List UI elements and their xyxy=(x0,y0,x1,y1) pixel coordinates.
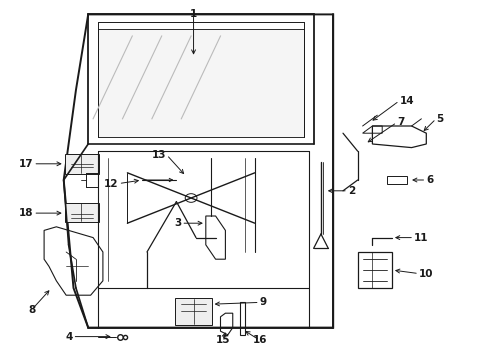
FancyBboxPatch shape xyxy=(65,203,99,222)
Text: 16: 16 xyxy=(252,335,267,345)
Text: 17: 17 xyxy=(19,159,33,169)
Text: 12: 12 xyxy=(104,179,119,189)
FancyBboxPatch shape xyxy=(65,154,99,174)
Text: 1: 1 xyxy=(190,9,197,19)
FancyBboxPatch shape xyxy=(175,298,212,325)
Text: 7: 7 xyxy=(397,117,404,127)
Polygon shape xyxy=(98,29,304,137)
Text: 3: 3 xyxy=(174,218,181,228)
Text: 6: 6 xyxy=(426,175,434,185)
Text: 2: 2 xyxy=(348,186,355,196)
Text: 13: 13 xyxy=(152,150,167,160)
Text: 15: 15 xyxy=(216,335,230,345)
Text: 18: 18 xyxy=(19,208,33,218)
Text: 4: 4 xyxy=(65,332,73,342)
Text: 5: 5 xyxy=(436,114,443,124)
Text: 14: 14 xyxy=(399,96,414,106)
Text: 11: 11 xyxy=(414,233,429,243)
Text: 10: 10 xyxy=(419,269,434,279)
Text: 8: 8 xyxy=(28,305,35,315)
Text: 9: 9 xyxy=(260,297,267,307)
